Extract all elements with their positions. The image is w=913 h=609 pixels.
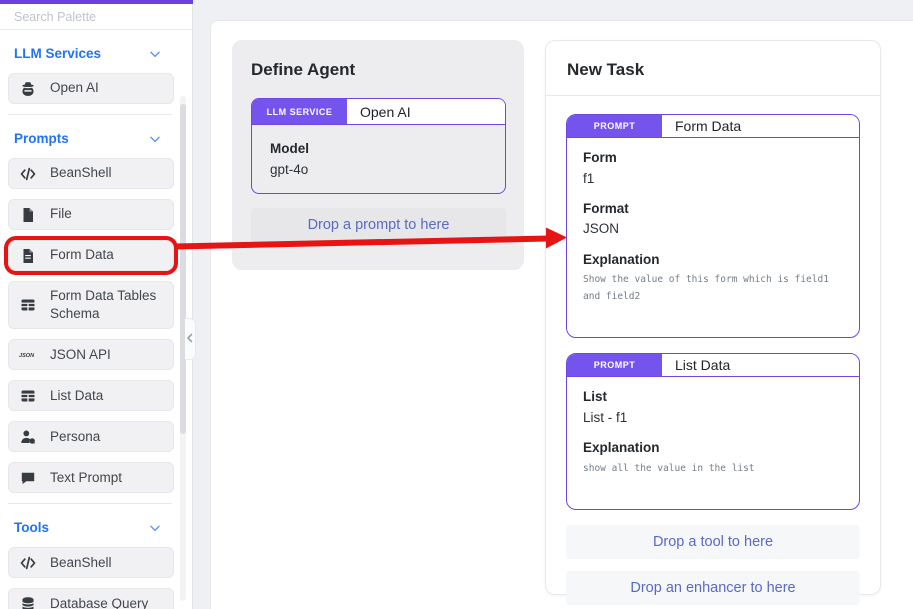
- palette-item-label: Text Prompt: [50, 469, 123, 485]
- palette-item-label: Persona: [50, 428, 101, 444]
- palette-item-label: Open AI: [50, 80, 99, 96]
- prompt-field: List List - f1: [583, 388, 843, 427]
- palette-item-beanshell[interactable]: BeanShell: [8, 547, 174, 579]
- prompt-cards: PROMPT Form Data Form f1 Format JSON Explanati…: [566, 114, 860, 511]
- section-header-prompts[interactable]: Prompts: [8, 129, 174, 148]
- palette-item-label: BeanShell: [50, 554, 112, 570]
- file-icon: [19, 207, 37, 223]
- section-label: Tools: [14, 520, 49, 536]
- agent-icon: [19, 81, 37, 97]
- palette-item-beanshell[interactable]: BeanShell: [8, 158, 174, 189]
- sidebar-accent-bar: [0, 0, 193, 4]
- prompt-field: Explanation show all the value in the lis…: [583, 439, 843, 477]
- palette-item-label: File: [50, 206, 72, 222]
- field-label: List: [583, 389, 608, 405]
- section-divider: [8, 114, 172, 115]
- enhancer-drop-zone[interactable]: Drop an enhancer to here: [566, 571, 860, 606]
- database-icon: [19, 596, 37, 609]
- prompt-card-body: List List - f1 Explanation show all the val…: [567, 377, 859, 509]
- palette-item-text-prompt[interactable]: Text Prompt: [8, 462, 174, 494]
- json-icon: JSON: [19, 347, 37, 363]
- field-label: Form: [583, 150, 617, 165]
- palette-item-json-api[interactable]: JSON JSON API: [8, 339, 174, 371]
- prompt-card-body: Form f1 Format JSON Explanation Show the valu…: [567, 138, 859, 337]
- prompt-card-list-data[interactable]: PROMPT List Data List List - f1 Explanation s…: [566, 353, 860, 511]
- prompt-name: Form Data: [662, 115, 859, 137]
- section-divider: [8, 503, 172, 505]
- prompt-field: Explanation Show the value of this form w…: [583, 251, 843, 306]
- field-label: Model: [270, 141, 309, 156]
- code-icon: [19, 555, 37, 571]
- code-icon: [19, 166, 37, 182]
- llm-service-name: Open AI: [347, 99, 505, 124]
- define-agent-card: Define Agent LLM SERVICE Open AI Model gp…: [232, 40, 524, 270]
- palette-item-open-ai[interactable]: Open AI: [8, 73, 174, 104]
- sidebar-collapse-handle[interactable]: [185, 318, 196, 360]
- palette-item-database-query[interactable]: Database Query: [8, 588, 174, 609]
- search-input[interactable]: [0, 4, 192, 29]
- new-task-title: New Task: [567, 60, 645, 79]
- file-text-icon: [19, 248, 37, 264]
- llm-service-tab: LLM SERVICE: [252, 99, 347, 124]
- palette-item-file[interactable]: File: [8, 199, 174, 230]
- llm-field: Model gpt-4o: [270, 140, 487, 179]
- section-label: LLM Services: [14, 46, 102, 61]
- prompt-card-header: PROMPT Form Data: [567, 115, 859, 138]
- llm-service-header: LLM SERVICE Open AI: [252, 99, 505, 125]
- new-task-header: New Task: [546, 41, 880, 96]
- chevron-down-icon: [148, 132, 162, 146]
- define-agent-title: Define Agent: [251, 60, 356, 79]
- persona-icon: [19, 429, 37, 445]
- palette-sidebar: LLM Services Open AI Prompts BeanShell File F…: [0, 0, 193, 609]
- field-value: f1: [583, 170, 595, 186]
- tool-drop-zone[interactable]: Drop a tool to here: [566, 525, 860, 560]
- palette-item-form-data[interactable]: Form Data: [8, 240, 174, 271]
- sidebar-scrollbar[interactable]: [180, 96, 186, 601]
- chevron-down-icon: [148, 521, 162, 535]
- prompt-field: Format JSON: [583, 200, 843, 239]
- table-icon: [19, 388, 37, 404]
- llm-service-body: Model gpt-4o: [252, 125, 505, 193]
- field-value: gpt-4o: [270, 161, 309, 177]
- palette-item-label: BeanShell: [50, 165, 112, 181]
- palette-sections: LLM Services Open AI Prompts BeanShell File F…: [0, 32, 180, 609]
- new-task-panel: New Task PROMPT Form Data Form f1 Format JSON…: [545, 40, 881, 606]
- prompt-drop-zone[interactable]: Drop a prompt to here: [251, 207, 506, 242]
- field-label: Format: [583, 200, 629, 216]
- table-icon: [19, 297, 37, 313]
- scrollbar-thumb[interactable]: [180, 104, 186, 434]
- prompt-tab: PROMPT: [567, 115, 662, 137]
- section-header-tools[interactable]: Tools: [8, 518, 174, 537]
- field-value: show all the value in the list: [583, 462, 755, 474]
- palette-item-label: Form Data: [50, 247, 114, 263]
- field-value: List - f1: [583, 409, 628, 425]
- palette-item-label: Database Query: [50, 595, 149, 609]
- palette-item-list-data[interactable]: List Data: [8, 380, 174, 412]
- prompt-card-form-data[interactable]: PROMPT Form Data Form f1 Format JSON Explanati…: [566, 114, 860, 339]
- chevron-left-icon: [186, 330, 194, 348]
- chevron-down-icon: [148, 47, 162, 61]
- prompt-name: List Data: [662, 354, 859, 377]
- palette-item-label: List Data: [50, 387, 104, 403]
- palette-item-form-data-tables-schema[interactable]: Form Data Tables Schema: [8, 281, 174, 330]
- search-wrap: [0, 4, 192, 30]
- field-value: Show the value of this form which is fie…: [583, 274, 829, 302]
- prompt-field: Form f1: [583, 149, 843, 188]
- svg-text:JSON: JSON: [19, 353, 35, 359]
- palette-item-label: JSON API: [50, 346, 111, 362]
- prompt-card-header: PROMPT List Data: [567, 354, 859, 378]
- palette-item-persona[interactable]: Persona: [8, 421, 174, 453]
- prompt-tab: PROMPT: [567, 354, 662, 377]
- section-label: Prompts: [14, 131, 69, 146]
- field-value: JSON: [583, 221, 620, 237]
- chat-icon: [19, 470, 37, 486]
- field-label: Explanation: [583, 440, 660, 456]
- palette-item-label: Form Data Tables Schema: [50, 288, 157, 322]
- field-label: Explanation: [583, 251, 660, 267]
- section-header-llm-services[interactable]: LLM Services: [8, 44, 174, 63]
- new-task-content: PROMPT Form Data Form f1 Format JSON Explanati…: [546, 96, 880, 606]
- llm-service-node[interactable]: LLM SERVICE Open AI Model gpt-4o: [251, 98, 506, 194]
